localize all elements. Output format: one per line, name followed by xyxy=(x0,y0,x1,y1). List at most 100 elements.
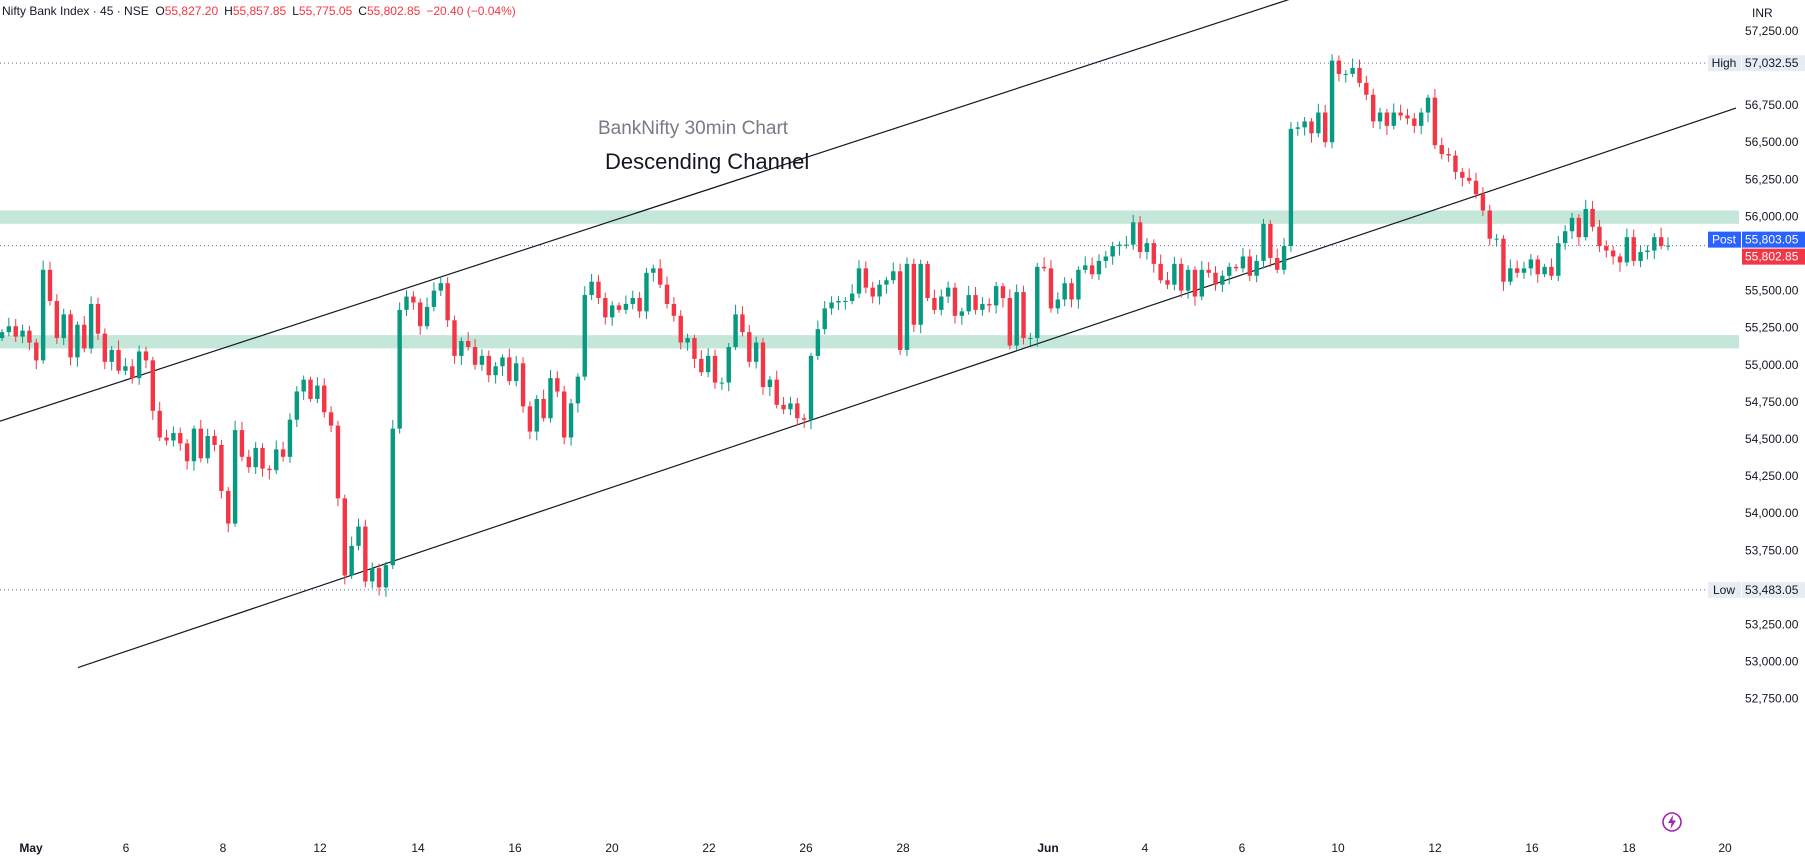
candle-up xyxy=(1528,254,1534,276)
time-tick-label: 12 xyxy=(313,841,327,855)
candle-body xyxy=(685,338,690,343)
candle-down xyxy=(781,397,786,415)
price-tick-label: 53,750.00 xyxy=(1745,543,1799,557)
candle-up xyxy=(904,257,910,357)
price-tick-label: 52,750.00 xyxy=(1745,692,1799,706)
symbol-name[interactable]: Nifty Bank Index · 45 · NSE xyxy=(2,4,149,18)
candle-body xyxy=(664,284,670,304)
currency-label[interactable]: INR xyxy=(1752,6,1773,20)
candle-down xyxy=(1631,229,1636,266)
candle-up xyxy=(61,308,66,346)
candle-up xyxy=(459,337,464,365)
candle-body xyxy=(740,314,745,333)
time-axis[interactable]: May 6 8 12 14 16 20 22 26 28 Jun 4 6 10 12 16 18 20 xyxy=(19,841,1732,855)
candle-up xyxy=(136,345,142,385)
price-tick-label: 55,250.00 xyxy=(1745,321,1799,335)
candle-body xyxy=(1220,275,1225,285)
price-tick-label: 56,750.00 xyxy=(1745,98,1799,112)
candle-body xyxy=(1549,266,1554,276)
candle-body xyxy=(294,391,300,420)
candle-down xyxy=(541,389,546,422)
time-tick-label: 16 xyxy=(1525,841,1539,855)
price-zone xyxy=(0,210,1739,224)
candle-body xyxy=(1508,268,1513,282)
candle-body xyxy=(1172,263,1177,285)
candle-down xyxy=(671,297,677,322)
candle-body xyxy=(808,355,814,420)
high-value: 55,857.85 xyxy=(232,4,287,18)
candle-up xyxy=(493,361,498,384)
candle-up xyxy=(205,428,210,464)
time-tick-label: 20 xyxy=(1718,841,1732,855)
candle-up xyxy=(939,289,944,316)
candle-down xyxy=(1089,257,1095,280)
candle-body xyxy=(390,428,395,566)
candle-down xyxy=(1439,137,1444,160)
candle-down xyxy=(1412,112,1417,133)
candle-body xyxy=(1028,338,1033,340)
time-tick-label: 16 xyxy=(508,841,522,855)
candle-body xyxy=(1480,194,1486,211)
candle-up xyxy=(109,345,114,371)
candle-body xyxy=(1370,94,1376,122)
candle-up xyxy=(719,377,725,391)
candle-body xyxy=(774,379,779,405)
candle-down xyxy=(1535,255,1540,283)
candle-body xyxy=(856,268,862,294)
candle-body xyxy=(20,330,25,337)
candle-body xyxy=(143,351,149,361)
candle-body xyxy=(1233,266,1239,269)
candle-body xyxy=(1412,118,1417,126)
candle-down xyxy=(1041,257,1047,272)
candle-body xyxy=(657,268,663,285)
candle-up xyxy=(651,264,656,282)
price-zone xyxy=(0,335,1739,349)
lightning-icon[interactable] xyxy=(1660,810,1684,834)
candle-down xyxy=(143,346,149,369)
candle-up xyxy=(966,285,971,315)
candle-up xyxy=(1124,235,1129,249)
candle-down xyxy=(897,263,903,355)
candle-body xyxy=(705,355,711,373)
candle-body xyxy=(788,403,793,410)
candle-down xyxy=(692,334,697,369)
symbol-header[interactable]: Nifty Bank Index · 45 · NSE O55,827.20 H5… xyxy=(2,4,522,18)
candle-down xyxy=(507,348,512,386)
candle-down xyxy=(664,276,670,309)
candle-up xyxy=(1645,245,1650,260)
candle-up xyxy=(945,281,951,304)
candle-up xyxy=(829,296,834,315)
candle-up xyxy=(123,357,128,376)
upper-channel-line xyxy=(0,0,1290,422)
candle-down xyxy=(1453,150,1458,180)
candle-body xyxy=(1000,286,1006,299)
candle-body xyxy=(1364,82,1369,95)
candle-body xyxy=(815,329,821,356)
candle-body xyxy=(1425,97,1431,113)
candle-body xyxy=(47,269,53,301)
candle-body xyxy=(623,303,629,310)
candle-body xyxy=(1055,299,1061,309)
candle-body xyxy=(198,428,204,459)
price-axis[interactable]: 57,750.0057,500.0057,250.0056,750.0056,5… xyxy=(1745,0,1799,706)
candle-body xyxy=(609,305,615,318)
candle-body xyxy=(1254,260,1259,276)
candle-body xyxy=(445,283,450,321)
candle-down xyxy=(1247,249,1252,282)
candle-up xyxy=(884,276,889,294)
candle-body xyxy=(315,385,320,399)
candle-body xyxy=(267,468,272,471)
candle-up xyxy=(1556,235,1561,282)
candle-down xyxy=(1501,235,1506,291)
candle-body xyxy=(1021,292,1026,339)
candle-body xyxy=(404,296,409,310)
candle-up xyxy=(1569,212,1575,239)
price-tick-label: 54,750.00 xyxy=(1745,395,1799,409)
candle-up xyxy=(479,349,485,371)
candle-down xyxy=(1466,168,1472,185)
post-label: Post xyxy=(1712,233,1737,247)
candle-body xyxy=(1137,222,1143,253)
low-tag-label: Low xyxy=(1713,583,1735,597)
candle-body xyxy=(699,358,704,373)
